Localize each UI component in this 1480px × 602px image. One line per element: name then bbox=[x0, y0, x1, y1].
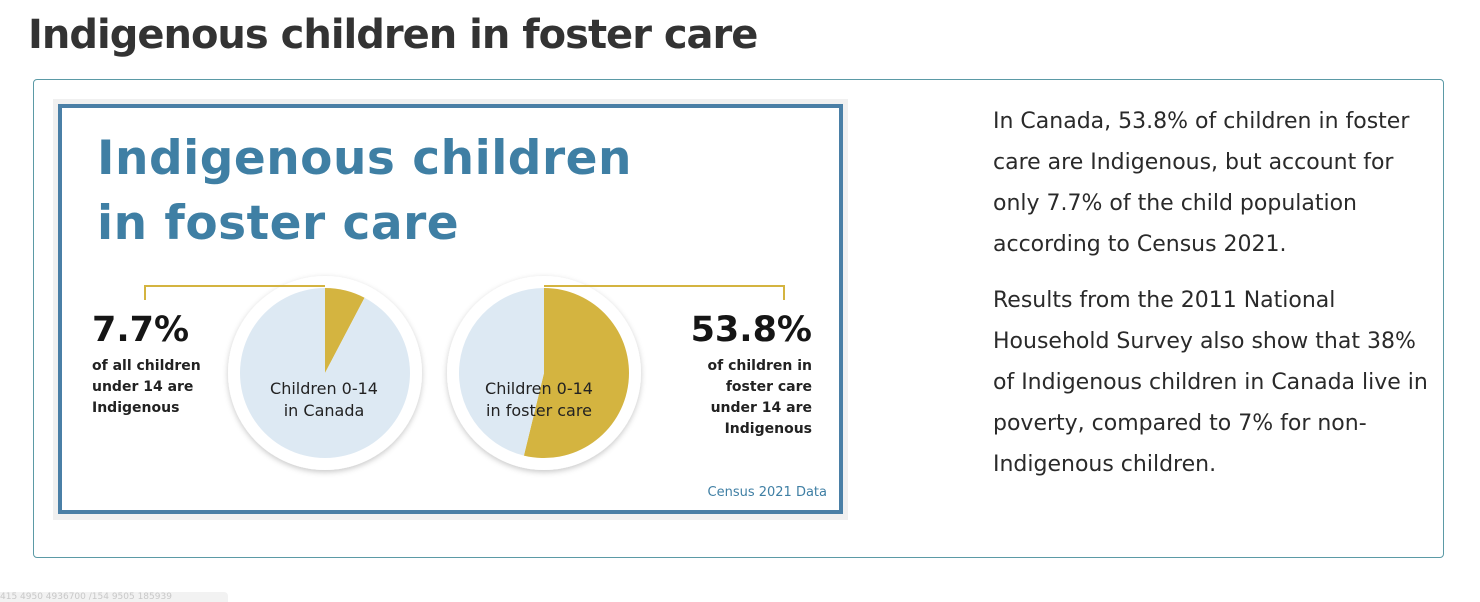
pie-0-slice-non-indigenous bbox=[239, 288, 410, 459]
stat-canada-text: of all children under 14 are Indigenous bbox=[92, 358, 201, 416]
infographic-title: Indigenous children in foster care bbox=[97, 126, 632, 256]
pie-label-canada: Children 0-14 in Canada bbox=[270, 379, 378, 420]
pie-charts bbox=[144, 276, 785, 470]
pie-1-slice-non-indigenous bbox=[459, 288, 544, 456]
stat-canada-value: 7.7% bbox=[92, 310, 190, 350]
infographic-title-line1: Indigenous children bbox=[97, 131, 632, 186]
stat-foster-value: 53.8% bbox=[690, 310, 812, 350]
pie-1-callout-line bbox=[544, 285, 785, 300]
pie-0-callout-line bbox=[144, 285, 325, 300]
infographic-image: Indigenous children in foster care Child… bbox=[53, 99, 848, 520]
pie-0-slice-indigenous bbox=[325, 288, 365, 373]
infographic-title-line2: in foster care bbox=[97, 196, 460, 251]
pie-1-slice-indigenous bbox=[523, 288, 630, 458]
source-note: Census 2021 Data bbox=[707, 485, 828, 500]
infographic-frame: Indigenous children in foster care Child… bbox=[58, 104, 843, 514]
description-paragraph-1: In Canada, 53.8% of children in foster c… bbox=[993, 109, 1410, 257]
description-paragraph-2: Results from the 2011 National Household… bbox=[993, 288, 1428, 477]
footer-url: 415 4950 4936700 /154 9505 185939 bbox=[0, 592, 228, 602]
description-text: In Canada, 53.8% of children in foster c… bbox=[993, 101, 1433, 500]
stat-foster-text: of children in foster care under 14 are … bbox=[707, 358, 812, 437]
page-title: Indigenous children in foster care bbox=[28, 12, 758, 58]
pie-label-foster-care: Children 0-14 in foster care bbox=[485, 379, 593, 420]
